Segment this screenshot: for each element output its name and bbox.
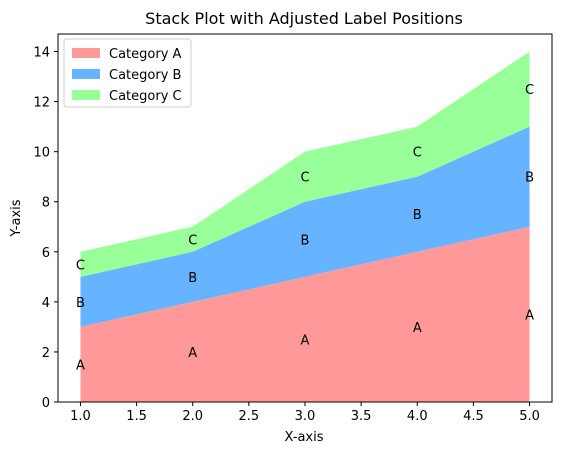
area-label-b-1: B [76,296,85,311]
y-tick-label: 0 [42,396,50,411]
x-tick-label: 4.5 [463,409,484,424]
y-tick-label: 6 [42,246,50,261]
legend: Category A Category B Category C [63,38,192,108]
area-label-c-1: C [76,258,85,273]
legend-swatch-category-b [72,69,100,79]
y-tick-label: 2 [42,346,50,361]
area-layer [80,51,530,402]
x-tick-label: 2.0 [182,409,203,424]
area-category-a [80,226,530,402]
area-category-c [80,51,530,277]
x-tick-label: 1.0 [70,409,91,424]
area-label-b-5: B [525,171,534,186]
x-axis: 1.0 1.5 2.0 2.5 3.0 3.5 4.0 4.5 5.0 [70,402,540,424]
x-tick-label: 1.5 [126,409,147,424]
y-tick-label: 14 [33,46,50,61]
area-label-b-2: B [188,271,197,286]
area-label-c-5: C [525,83,534,98]
area-label-a-1: A [76,358,85,373]
legend-entry-category-c: Category C [109,89,182,104]
x-tick-label: 4.0 [407,409,428,424]
area-label-c-2: C [188,233,197,248]
x-tick-label: 3.5 [351,409,372,424]
x-tick-label: 2.5 [239,409,260,424]
area-label-a-5: A [525,308,534,323]
legend-swatch-category-a [72,48,100,58]
area-label-layer: A A A A A B B B B B C C C C C [76,83,534,373]
y-axis-label: Y-axis [9,199,24,237]
y-tick-label: 4 [42,296,50,311]
legend-entry-category-b: Category B [109,68,181,83]
area-label-a-2: A [188,346,197,361]
x-axis-label: X-axis [285,430,324,445]
legend-entry-category-a: Category A [109,47,182,62]
area-label-c-4: C [413,146,422,161]
area-label-b-4: B [413,208,422,223]
area-label-b-3: B [301,233,310,248]
y-tick-label: 12 [33,96,50,111]
area-label-c-3: C [300,171,309,186]
x-tick-label: 3.0 [295,409,316,424]
y-tick-label: 10 [33,146,50,161]
area-label-a-4: A [413,321,422,336]
legend-swatch-category-c [72,90,100,100]
area-category-b [80,126,530,327]
x-tick-label: 5.0 [519,409,540,424]
area-label-a-3: A [301,333,310,348]
y-axis: 0 2 4 6 8 10 12 14 [33,46,58,411]
chart-title: Stack Plot with Adjusted Label Positions [145,9,463,28]
y-tick-label: 8 [42,196,50,211]
